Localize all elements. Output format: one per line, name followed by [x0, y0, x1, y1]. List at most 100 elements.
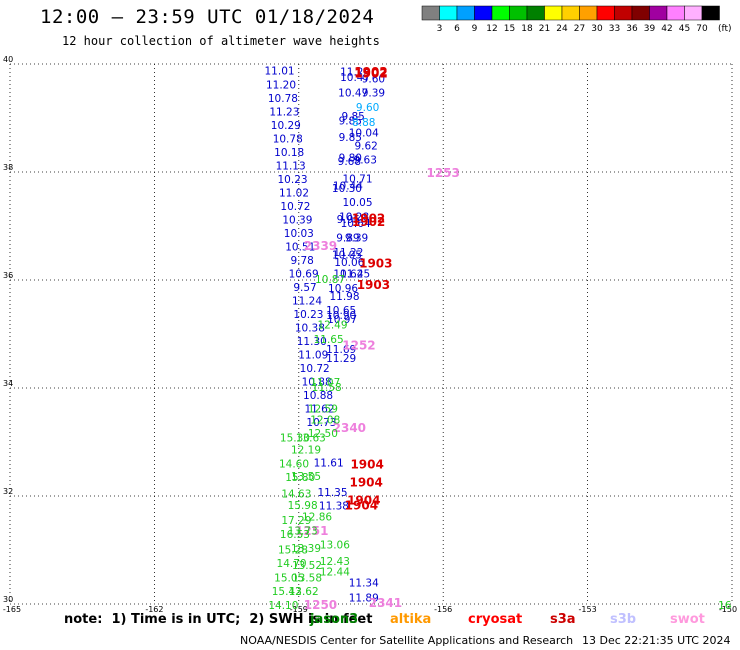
data-label-altika: 15.28: [278, 544, 308, 556]
y-tick-label: 32: [3, 487, 13, 496]
data-label-altika: 14.60: [279, 459, 309, 471]
colorbar: 3 6 9 12 15 18 21 24 27 30 33 36 39 42 45 70 (ft): [421, 5, 732, 34]
data-label-jason3: 10.03: [284, 228, 314, 240]
footer-credit: NOAA/NESDIS Center for Satellite Applica…: [240, 634, 574, 647]
data-label-jason3: 11.30: [297, 336, 327, 348]
data-label-jason3: 11.22: [333, 247, 363, 259]
data-label-jason3: 10.29: [271, 120, 301, 132]
data-label-jason3: 11.45: [340, 269, 370, 281]
data-label-jason3: 9.39: [345, 232, 368, 244]
data-label-jason3: 10.90: [326, 310, 356, 322]
data-label-jason3: 10.30: [332, 183, 362, 195]
data-label-jason3: 10.88: [303, 390, 333, 402]
x-tick-label: -162: [145, 605, 163, 614]
data-label-jason3: 11.34: [349, 577, 379, 589]
x-tick-label: -165: [3, 605, 21, 614]
data-label-jason3-purple: 9.62: [354, 141, 377, 153]
legend-entry-cryosat: cryosat: [468, 612, 523, 627]
data-label-altika: 12.43: [320, 556, 350, 568]
data-label-swot: 1253: [426, 166, 459, 180]
data-label-swot: 1251: [295, 524, 328, 538]
data-label-jason3: 10.23: [293, 309, 323, 321]
data-label-s3a: 1904: [347, 493, 380, 507]
data-label-altika: 12.44: [320, 567, 350, 579]
colorbar-unit-label: (ft): [718, 24, 732, 34]
data-label-jason3: 10.78: [273, 134, 303, 146]
y-tick-label: 40: [3, 55, 13, 64]
data-label-altika: 12.50: [308, 428, 338, 440]
data-label-jason3: 11.24: [340, 67, 370, 79]
data-label-altika: 15.98: [288, 500, 318, 512]
data-label-jason3: 10.38: [295, 323, 325, 335]
data-label-jason3: 10.44: [333, 181, 363, 193]
data-label-jason3: 10.05: [332, 250, 362, 262]
x-tick-label: -156: [434, 605, 452, 614]
data-label-jason3: 9.95: [337, 214, 360, 226]
data-label-swot: 1252: [342, 338, 375, 352]
data-label-jason3: 9.89: [336, 232, 359, 244]
data-label-jason3: 11.09: [298, 350, 328, 362]
colorbar-tick-label: 12: [486, 24, 497, 34]
data-label-altika: 13.52: [292, 560, 322, 572]
data-label-cryosat: 9.60: [356, 102, 379, 114]
data-label-jason3: 11.20: [266, 80, 296, 92]
data-label-altika: 12.19: [291, 445, 321, 457]
data-label-swot: 2339: [304, 239, 337, 253]
data-label-s3a: 1903: [357, 278, 390, 292]
data-label-altika: 13.73: [288, 526, 318, 538]
data-label-altika: 14.63: [281, 488, 311, 500]
data-label-jason3-purple: 9.63: [354, 155, 377, 167]
data-label-jason3: 10.96: [328, 283, 358, 295]
data-label-jason3: 11.13: [276, 161, 306, 173]
data-label-jason3: 10.65: [326, 305, 356, 317]
data-label-jason3: 10.64: [341, 218, 371, 230]
colorbar-tick-label: 27: [574, 24, 585, 34]
data-label-altika: 12.86: [302, 512, 332, 524]
data-label-jason3: 10.39: [282, 215, 312, 227]
legend-entry-swot: swot: [670, 612, 705, 627]
x-tick-label: -159: [290, 605, 308, 614]
data-label-jason3: 9.80: [339, 152, 362, 164]
data-label-jason3: 11.61: [314, 458, 344, 470]
data-label-swot: 2340: [333, 421, 366, 435]
colorbar-tick-label: 3: [437, 24, 443, 34]
note-text: note: 1) Time is in UTC; 2) SWH is in fe…: [64, 612, 373, 627]
data-label-jason3: 10.78: [268, 93, 298, 105]
data-label-altika: 14.70: [277, 558, 307, 570]
data-label-swot: 2341: [369, 596, 402, 610]
x-tick-label: -153: [579, 605, 597, 614]
data-label-jason3: 10.73: [306, 417, 336, 429]
data-label-jason3: 11.29: [326, 353, 356, 365]
data-label-cryosat: 8.88: [352, 117, 375, 129]
data-label-jason3: 10.62: [333, 269, 363, 281]
data-label-s3a: 1902: [352, 215, 385, 229]
data-label-jason3-purple: 10.04: [349, 128, 379, 140]
data-label-jason3: 10.69: [289, 269, 319, 281]
data-label-jason3: 10.72: [300, 363, 330, 375]
data-label-s3a: 1902: [354, 65, 387, 79]
colorbar-tick-label: 45: [679, 24, 690, 34]
data-label-altika: 11.07: [310, 377, 340, 389]
legend-entry-s3b: s3b: [610, 612, 637, 627]
legend-entry-altika: altika: [390, 612, 432, 627]
page-subtitle: 12 hour collection of altimeter wave hei…: [62, 34, 380, 48]
colorbar-tick-label: 33: [609, 24, 620, 34]
data-label-altika: 13.62: [289, 586, 319, 598]
colorbar-tick-label: 9: [472, 24, 478, 34]
data-label-altika: 16: [718, 600, 732, 612]
data-label-s3a: 1904: [350, 458, 383, 472]
data-label-jason3: 10.23: [278, 174, 308, 186]
data-label-altika: 13.06: [320, 540, 350, 552]
data-label-jason3: 10.88: [302, 377, 332, 389]
data-label-jason3: 9.85: [341, 111, 364, 123]
data-label-s3a: 1902: [352, 211, 385, 225]
data-label-jason3: 9.68: [338, 156, 361, 168]
colorbar-tick-label: 42: [661, 24, 672, 34]
legend-entry-s3a: s3a: [550, 612, 576, 627]
data-label-jason3: 9.78: [290, 255, 313, 267]
x-tick-label: -150: [719, 605, 737, 614]
colorbar-tick-label: 39: [644, 24, 656, 34]
data-label-altika: 13.55: [291, 471, 321, 483]
